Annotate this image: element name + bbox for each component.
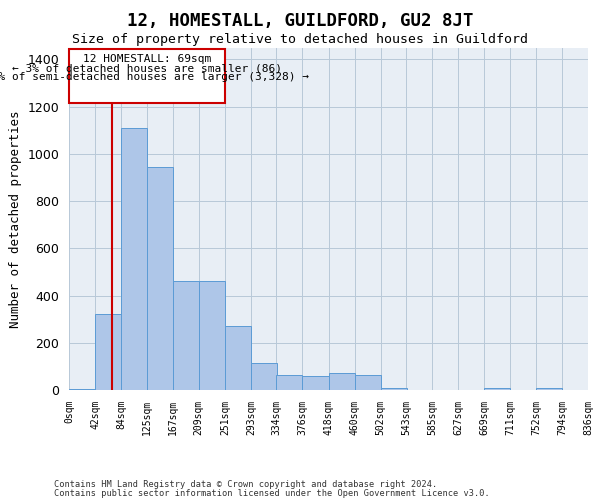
Text: ← 3% of detached houses are smaller (86): ← 3% of detached houses are smaller (86) [12,64,282,74]
Bar [484,388,511,390]
Text: 97% of semi-detached houses are larger (3,328) →: 97% of semi-detached houses are larger (… [0,72,309,83]
Bar [121,128,147,390]
Bar [355,374,380,390]
Bar [199,282,225,390]
Text: 12, HOMESTALL, GUILDFORD, GU2 8JT: 12, HOMESTALL, GUILDFORD, GU2 8JT [127,12,473,30]
Bar [380,388,407,390]
Text: 12 HOMESTALL: 69sqm: 12 HOMESTALL: 69sqm [83,54,211,64]
Bar [277,374,302,390]
Bar [69,389,95,390]
Text: Size of property relative to detached houses in Guildford: Size of property relative to detached ho… [72,32,528,46]
Text: Contains HM Land Registry data © Crown copyright and database right 2024.: Contains HM Land Registry data © Crown c… [54,480,437,489]
Bar [329,374,355,390]
Bar [302,376,329,390]
Bar [146,167,173,390]
Bar [536,388,562,390]
Bar [173,282,199,390]
Bar [95,314,121,390]
Text: Contains public sector information licensed under the Open Government Licence v3: Contains public sector information licen… [54,488,490,498]
Bar [225,326,251,390]
Y-axis label: Number of detached properties: Number of detached properties [9,110,22,328]
FancyBboxPatch shape [69,48,226,103]
Bar [251,363,277,390]
